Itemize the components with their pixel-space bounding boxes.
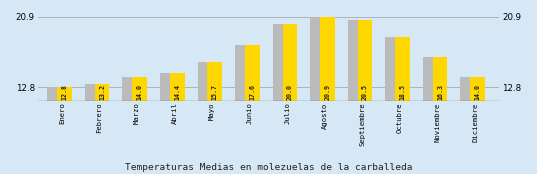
Text: 14.4: 14.4	[175, 84, 180, 100]
Bar	[433, 57, 447, 174]
Bar	[395, 37, 410, 174]
Bar	[273, 24, 292, 174]
Text: 14.0: 14.0	[137, 84, 143, 100]
Text: 18.5: 18.5	[400, 84, 405, 100]
Bar	[95, 84, 110, 174]
Bar	[385, 37, 405, 174]
Bar	[160, 73, 179, 174]
Text: 20.9: 20.9	[324, 84, 330, 100]
Text: 16.3: 16.3	[437, 84, 443, 100]
Bar	[122, 77, 142, 174]
Bar	[310, 17, 330, 174]
Bar	[57, 87, 72, 174]
Bar	[282, 24, 297, 174]
Text: 13.2: 13.2	[99, 84, 105, 100]
Bar	[235, 45, 255, 174]
Bar	[133, 77, 147, 174]
Text: 15.7: 15.7	[212, 84, 218, 100]
Bar	[198, 62, 217, 174]
Text: Temperaturas Medias en molezuelas de la carballeda: Temperaturas Medias en molezuelas de la …	[125, 163, 412, 172]
Bar	[47, 87, 67, 174]
Bar	[170, 73, 185, 174]
Text: 14.0: 14.0	[475, 84, 481, 100]
Bar	[245, 45, 260, 174]
Bar	[207, 62, 222, 174]
Text: 12.8: 12.8	[62, 84, 68, 100]
Bar	[423, 57, 442, 174]
Text: 20.5: 20.5	[362, 84, 368, 100]
Text: 20.0: 20.0	[287, 84, 293, 100]
Bar	[348, 20, 367, 174]
Bar	[460, 77, 480, 174]
Bar	[85, 84, 104, 174]
Text: 17.6: 17.6	[249, 84, 256, 100]
Bar	[358, 20, 372, 174]
Bar	[470, 77, 485, 174]
Bar	[320, 17, 335, 174]
